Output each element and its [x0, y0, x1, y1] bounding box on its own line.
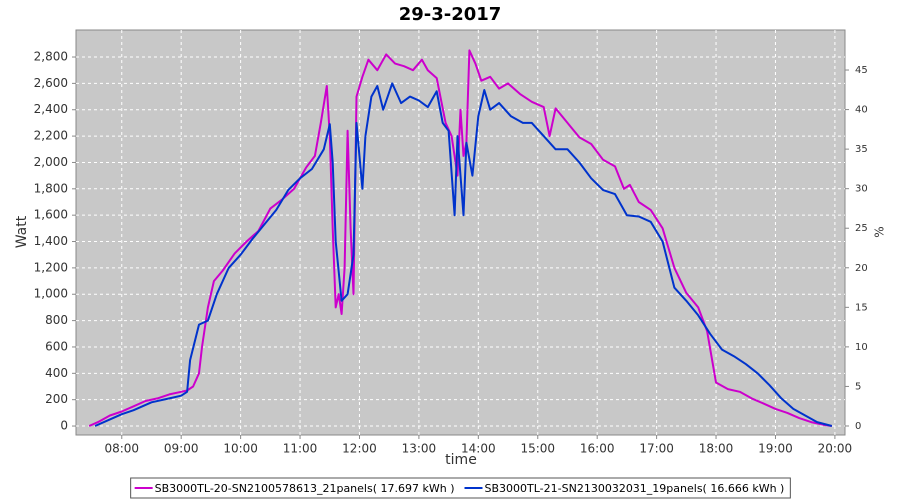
y-tick-label: 2,400 — [34, 102, 68, 116]
x-tick-label: 15:00 — [520, 442, 555, 456]
x-axis-label: time — [445, 452, 477, 468]
y2-tick-label: 45 — [855, 65, 868, 76]
y-tick-label: 800 — [45, 313, 68, 327]
y2-tick-label: 40 — [855, 105, 868, 116]
chart-title: 29-3-2017 — [399, 4, 502, 25]
x-tick-label: 09:00 — [164, 442, 199, 456]
y-tick-label: 2,200 — [34, 129, 68, 143]
plot-area — [75, 29, 846, 436]
y-tick-label: 0 — [60, 419, 68, 433]
y-tick-label: 200 — [45, 392, 68, 406]
y-tick-label: 1,400 — [34, 234, 68, 248]
series-line — [94, 82, 833, 427]
y-tick-label: 400 — [45, 366, 68, 380]
x-tick-label: 17:00 — [639, 442, 674, 456]
x-tick-label: 08:00 — [104, 442, 139, 456]
y2-tick-label: 10 — [855, 342, 868, 353]
x-tick-label: 16:00 — [580, 442, 615, 456]
legend-label: SB3000TL-20-SN2100578613_21panels( 17.69… — [155, 482, 455, 495]
y-tick-label: 1,800 — [34, 181, 68, 195]
legend-label: SB3000TL-21-SN2130032031_19panels( 16.66… — [485, 482, 785, 495]
y-tick-label: 1,200 — [34, 260, 68, 274]
x-tick-label: 13:00 — [402, 442, 437, 456]
x-tick-label: 11:00 — [283, 442, 318, 456]
y-axis-label: Watt — [14, 215, 30, 248]
y-tick-label: 2,600 — [34, 76, 68, 90]
x-tick-label: 18:00 — [699, 442, 734, 456]
y-tick-label: 1,000 — [34, 287, 68, 301]
x-tick-label: 14:00 — [461, 442, 496, 456]
y2-tick-label: 15 — [855, 302, 868, 313]
y-tick-label: 2,000 — [34, 155, 68, 169]
series-line — [88, 49, 833, 427]
y2-tick-label: 0 — [855, 421, 861, 432]
legend: SB3000TL-20-SN2100578613_21panels( 17.69… — [130, 477, 791, 499]
y2-axis-label: % — [873, 226, 887, 237]
legend-box — [130, 477, 791, 499]
x-tick-label: 12:00 — [342, 442, 377, 456]
y-tick-label: 1,600 — [34, 208, 68, 222]
x-tick-label: 19:00 — [758, 442, 793, 456]
y2-tick-label: 20 — [855, 263, 868, 274]
y-tick-label: 2,800 — [34, 50, 68, 64]
y-tick-label: 600 — [45, 339, 68, 353]
x-tick-label: 20:00 — [818, 442, 853, 456]
y2-tick-label: 35 — [855, 144, 868, 155]
y2-tick-label: 30 — [855, 184, 868, 195]
y2-tick-label: 5 — [855, 381, 861, 392]
x-tick-label: 10:00 — [223, 442, 258, 456]
y2-tick-label: 25 — [855, 223, 868, 234]
